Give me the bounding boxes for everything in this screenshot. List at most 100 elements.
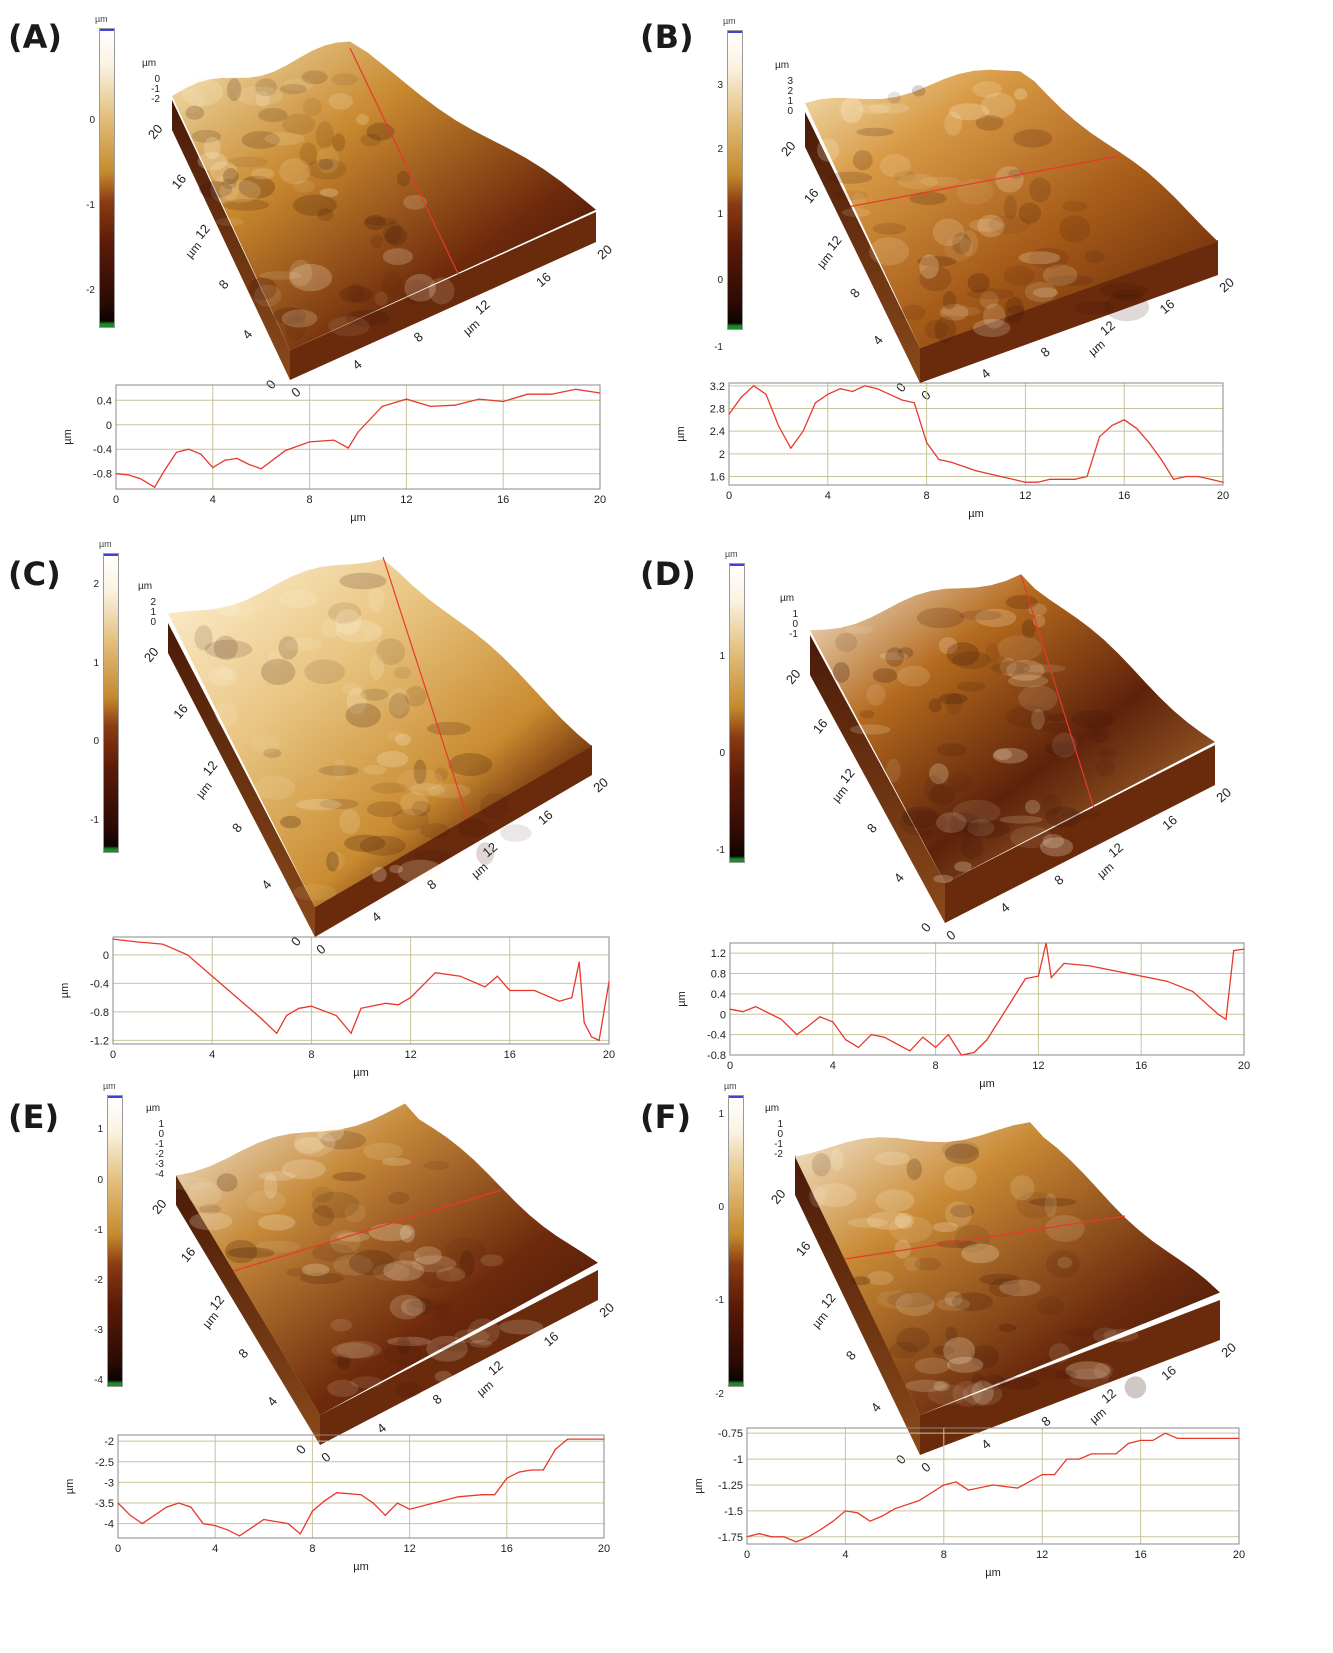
surface-top	[795, 1122, 1220, 1415]
x-axis-tick-label: 16	[535, 807, 556, 828]
surface-texture	[999, 1279, 1041, 1297]
surface-texture	[857, 104, 890, 114]
surface-texture	[316, 1123, 345, 1142]
surface-texture	[902, 806, 938, 828]
profile-data-point	[502, 400, 504, 403]
surface-texture	[934, 316, 957, 343]
x-tick-label: 8	[307, 494, 313, 506]
colorbar-tick-label: 0	[97, 1175, 103, 1186]
y-tick-label: -0.8	[93, 469, 112, 481]
surface-texture	[337, 1353, 351, 1370]
surface-texture	[936, 1297, 971, 1311]
y-axis-tick-label: 4	[891, 870, 907, 885]
surface-top	[168, 559, 592, 907]
surface-texture	[1041, 722, 1068, 733]
surface-texture	[919, 254, 939, 279]
surface-texture	[293, 180, 315, 193]
surface-texture	[992, 747, 1028, 764]
surface-texture	[459, 1250, 475, 1277]
surface-texture	[194, 625, 213, 651]
surface-texture	[356, 114, 370, 125]
profile-plot: -2 -2.5 -3 -3.5 -40 4 8 12 16 20 µm µm	[64, 1434, 610, 1573]
colorbar	[103, 553, 119, 853]
profile-data-point	[729, 1008, 731, 1010]
surface-texture	[434, 767, 448, 782]
profile-data-point	[141, 1523, 143, 1525]
profile-data-point	[1123, 419, 1125, 421]
profile-data-point	[494, 1494, 496, 1496]
surface-texture	[830, 1148, 844, 1172]
surface-texture	[970, 1345, 999, 1369]
colorbar-tick-label: -1	[90, 815, 99, 826]
surface-texture	[811, 1153, 831, 1177]
surface-texture	[944, 236, 973, 262]
profile-data-point	[263, 1518, 265, 1521]
surface-texture	[1028, 247, 1069, 269]
surface-texture	[169, 1176, 214, 1191]
surface-texture	[414, 1246, 442, 1265]
profile-data-point	[526, 393, 528, 395]
surface-top	[805, 69, 1218, 349]
surface-texture	[216, 666, 234, 681]
surface-texture	[1005, 595, 1038, 610]
profile-data-point	[248, 463, 250, 466]
surface-texture	[230, 600, 255, 619]
profile-data-point	[530, 1469, 532, 1471]
surface-texture	[809, 1185, 826, 1208]
surface-texture	[386, 731, 404, 741]
profile-data-point	[238, 1535, 241, 1537]
profile-data-point	[832, 1520, 834, 1522]
surface-texture	[199, 181, 233, 199]
surface-texture	[1045, 1215, 1085, 1242]
surface-texture	[943, 1337, 976, 1365]
surface-texture	[398, 1250, 421, 1265]
x-axis-tick-label: 20	[590, 775, 611, 796]
profile-data-point	[567, 1438, 569, 1440]
z-axis-tick-label: -1	[155, 1139, 164, 1150]
surface-texture	[368, 1223, 413, 1242]
profile-data-point	[938, 458, 940, 461]
colorbar-tick-label: 2	[717, 144, 723, 155]
surface-texture	[928, 698, 942, 713]
z-axis-unit: µm	[138, 581, 152, 592]
surface-texture	[916, 826, 932, 841]
profile-section-line	[349, 47, 459, 275]
x-axis-tick-label: 12	[472, 297, 493, 318]
profile-data-point	[200, 453, 202, 455]
profile-data-point	[459, 975, 461, 977]
surface-texture	[897, 665, 931, 687]
y-axis-tick-label: 8	[864, 821, 880, 836]
profile-data-point	[1049, 478, 1051, 480]
surface-texture	[283, 78, 314, 92]
surface-texture	[952, 799, 1001, 824]
profile-data-point	[1086, 475, 1088, 478]
x-tick-label: 12	[400, 494, 412, 506]
surface-texture	[318, 765, 359, 776]
surface-texture	[399, 791, 429, 816]
profile-data-point	[955, 1481, 957, 1483]
surface-texture	[382, 270, 403, 296]
surface-texture	[924, 319, 949, 339]
profile-data-point	[881, 1515, 883, 1517]
surface-texture	[1124, 1376, 1147, 1399]
surface-texture	[458, 818, 489, 838]
profile-data-point	[1024, 978, 1027, 980]
surface-texture	[1041, 794, 1062, 816]
profile-data-point	[575, 388, 577, 390]
surface-texture	[1042, 264, 1078, 286]
surface-texture	[280, 815, 301, 829]
y-tick-label: -1.2	[90, 1035, 109, 1047]
surface-texture	[217, 604, 240, 617]
x-axis-label: µm	[985, 1567, 1001, 1579]
surface-texture	[331, 73, 358, 86]
y-tick-label: -0.4	[93, 444, 112, 456]
x-axis-tick-label: 16	[1159, 812, 1180, 833]
surface-texture	[255, 91, 270, 108]
surface-texture	[1096, 759, 1115, 778]
profile-data-point	[357, 431, 359, 433]
profile-data-point	[1160, 458, 1162, 461]
y-axis-tick-label: 20	[778, 138, 799, 159]
surface-texture	[929, 784, 955, 806]
surface-texture	[875, 1189, 915, 1212]
